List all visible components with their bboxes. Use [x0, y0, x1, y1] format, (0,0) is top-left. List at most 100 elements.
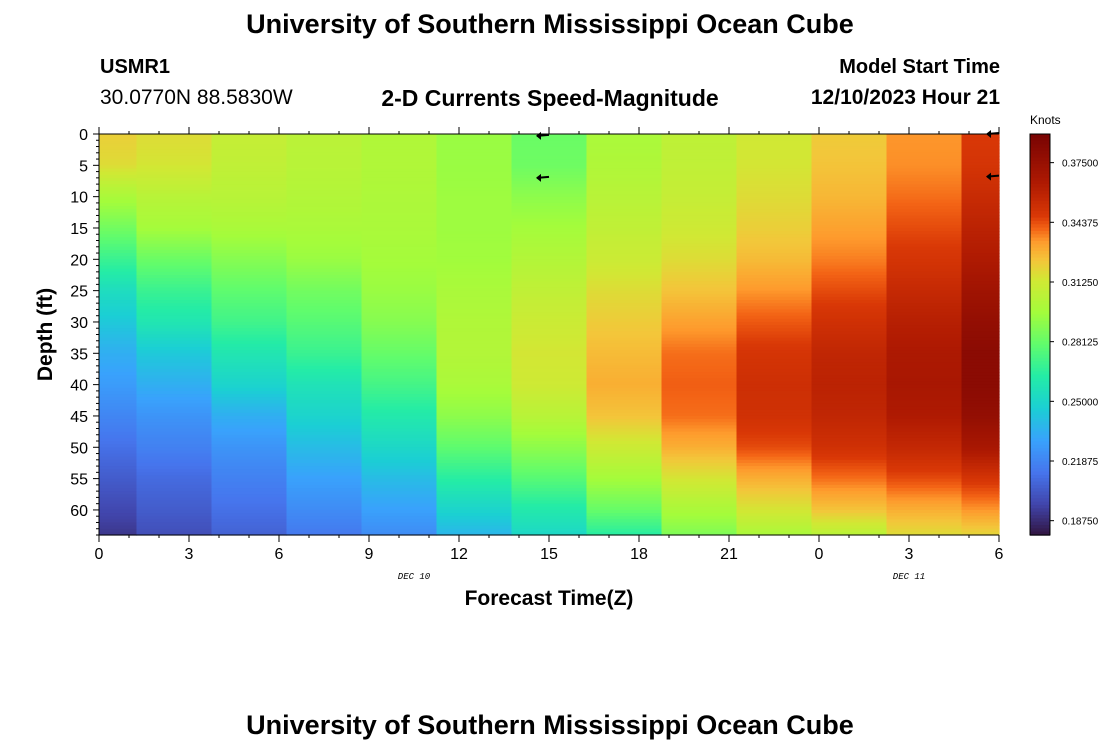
- heatmap-cell: [586, 522, 663, 527]
- heatmap-cell: [886, 268, 963, 273]
- heatmap-cell: [361, 372, 438, 376]
- heatmap-cell: [961, 334, 1000, 339]
- heatmap-cell: [736, 522, 813, 527]
- heatmap-cell: [961, 375, 1000, 379]
- heatmap-cell: [886, 231, 963, 235]
- heatmap-cell: [736, 412, 813, 417]
- heatmap-cell: [661, 184, 738, 188]
- heatmap-cell: [661, 199, 738, 204]
- heatmap-cell: [661, 171, 738, 176]
- heatmap-cell: [511, 466, 588, 470]
- heatmap-cell: [99, 300, 138, 304]
- heatmap-cell: [361, 177, 438, 182]
- heatmap-cell: [286, 340, 363, 345]
- colorbar-segment: [1030, 511, 1050, 516]
- heatmap-cell: [811, 184, 888, 188]
- heatmap-cell: [136, 528, 213, 533]
- heatmap-cell: [961, 481, 1000, 486]
- heatmap-cell: [286, 365, 363, 370]
- heatmap-cell: [99, 459, 138, 464]
- colorbar-segment: [1030, 401, 1050, 406]
- heatmap-cell: [136, 453, 213, 458]
- colorbar-segment: [1030, 144, 1050, 149]
- heatmap-cell: [661, 215, 738, 220]
- heatmap-cell: [661, 375, 738, 379]
- heatmap-cell: [99, 296, 138, 301]
- heatmap-cell: [961, 262, 1000, 267]
- heatmap-cell: [586, 246, 663, 251]
- heatmap-cell: [586, 419, 663, 423]
- heatmap-cell: [361, 315, 438, 320]
- heatmap-cell: [136, 509, 213, 514]
- heatmap-cell: [286, 409, 363, 414]
- heatmap-cell: [736, 353, 813, 358]
- heatmap-cell: [661, 180, 738, 185]
- heatmap-cell: [211, 434, 288, 439]
- heatmap-cell: [211, 368, 288, 373]
- heatmap-cell: [136, 415, 213, 420]
- heatmap-cell: [286, 497, 363, 502]
- heatmap-cell: [361, 303, 438, 307]
- heatmap-cell: [136, 466, 213, 470]
- heatmap-cell: [99, 312, 138, 317]
- y-tick-label: 50: [70, 440, 88, 457]
- heatmap-cell: [811, 256, 888, 260]
- heatmap-cell: [811, 359, 888, 364]
- heatmap-cell: [586, 415, 663, 420]
- heatmap-cell: [586, 243, 663, 248]
- heatmap-cell: [211, 328, 288, 332]
- heatmap-cell: [811, 387, 888, 392]
- heatmap-cell: [361, 196, 438, 201]
- heatmap-cell: [961, 437, 1000, 442]
- heatmap-cell: [99, 284, 138, 289]
- heatmap-cell: [661, 387, 738, 392]
- model-start-value: 12/10/2023 Hour 21: [810, 86, 1000, 109]
- heatmap-cell: [436, 321, 513, 326]
- heatmap-cell: [361, 309, 438, 314]
- heatmap-cell: [811, 209, 888, 213]
- heatmap-cell: [361, 422, 438, 426]
- heatmap-cell: [286, 221, 363, 226]
- heatmap-cell: [436, 149, 513, 154]
- heatmap-cell: [211, 278, 288, 282]
- heatmap-cell: [961, 337, 1000, 342]
- heatmap-cell: [811, 177, 888, 182]
- heatmap-cell: [211, 425, 288, 430]
- heatmap-cell: [961, 431, 1000, 436]
- heatmap-cell: [811, 431, 888, 436]
- heatmap-cell: [811, 450, 888, 455]
- heatmap-cell: [736, 137, 813, 141]
- heatmap-cell: [661, 513, 738, 517]
- heatmap-cell: [99, 259, 138, 264]
- heatmap-cell: [211, 256, 288, 260]
- heatmap-cell: [661, 237, 738, 242]
- heatmap-cell: [811, 193, 888, 198]
- heatmap-cell: [511, 409, 588, 414]
- heatmap-cell: [736, 340, 813, 345]
- heatmap-cell: [99, 503, 138, 508]
- heatmap-cell: [436, 300, 513, 304]
- heatmap-cell: [961, 293, 1000, 298]
- heatmap-cell: [511, 218, 588, 223]
- colorbar-segment: [1030, 444, 1050, 449]
- heatmap-cell: [886, 450, 963, 455]
- heatmap-cell: [361, 271, 438, 276]
- heatmap-cell: [811, 259, 888, 264]
- heatmap-cell: [99, 321, 138, 326]
- heatmap-cell: [961, 340, 1000, 345]
- heatmap-cell: [436, 450, 513, 455]
- heatmap-cell: [736, 140, 813, 144]
- heatmap-cell: [136, 321, 213, 326]
- heatmap-cell: [586, 450, 663, 455]
- heatmap-cell: [136, 441, 213, 445]
- heatmap-cell: [99, 522, 138, 527]
- heatmap-cell: [961, 143, 1000, 148]
- heatmap-cell: [661, 262, 738, 267]
- heatmap-cell: [811, 218, 888, 223]
- heatmap-cell: [886, 447, 963, 452]
- heatmap-cell: [961, 503, 1000, 508]
- heatmap-cell: [136, 343, 213, 348]
- heatmap-cell: [736, 528, 813, 533]
- heatmap-cell: [286, 187, 363, 191]
- heatmap-cell: [736, 152, 813, 157]
